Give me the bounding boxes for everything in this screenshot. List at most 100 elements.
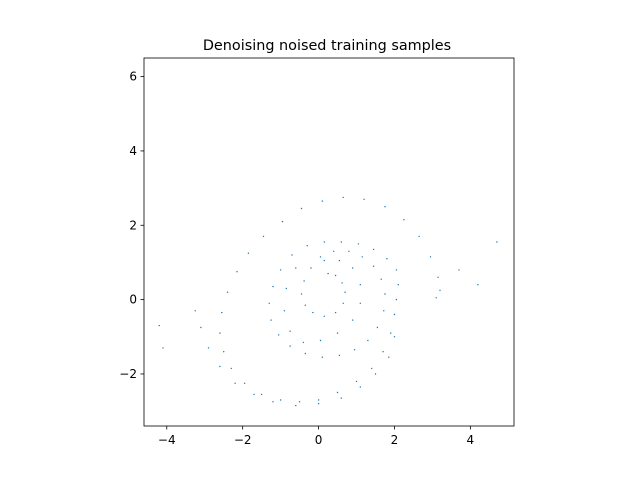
data-point [376, 326, 379, 329]
x-tick-label: 4 [467, 433, 475, 447]
data-point [279, 269, 282, 271]
data-point [352, 267, 354, 269]
data-point [285, 287, 287, 290]
data-point [304, 304, 306, 306]
data-point [359, 284, 361, 286]
outlier-point [162, 347, 164, 349]
data-point [272, 401, 274, 403]
data-point [306, 245, 308, 247]
data-point [281, 220, 284, 223]
x-tick-label: 2 [391, 433, 399, 447]
data-point [304, 352, 306, 355]
data-point [272, 285, 274, 288]
data-point [319, 339, 322, 342]
data-point [363, 198, 365, 200]
data-point [397, 284, 399, 286]
data-point [340, 241, 342, 243]
y-axis-ticks: −2 0 2 4 6 [119, 70, 144, 381]
data-point [295, 267, 297, 269]
data-point [383, 310, 385, 312]
data-point [395, 298, 398, 301]
data-point [372, 265, 375, 267]
x-tick-label: −4 [158, 433, 176, 447]
data-point [384, 293, 386, 295]
y-tick-label: 4 [129, 144, 137, 158]
data-point [230, 367, 232, 370]
points-layer [158, 196, 498, 407]
data-point [403, 219, 405, 221]
data-point [236, 271, 238, 273]
data-point [437, 276, 439, 278]
data-point [319, 256, 322, 258]
y-tick-label: 0 [129, 293, 137, 307]
data-point [226, 291, 229, 293]
chart-title: Denoising noised training samples [203, 38, 451, 54]
y-tick-label: 6 [129, 70, 137, 84]
data-point [340, 397, 342, 399]
data-point [352, 319, 354, 321]
data-point [253, 393, 255, 396]
data-point [283, 310, 286, 312]
data-point [429, 256, 432, 258]
data-point [342, 302, 344, 304]
data-point [321, 356, 324, 358]
data-point [247, 252, 250, 254]
data-point [336, 332, 339, 334]
data-point [371, 367, 373, 370]
data-point [384, 206, 386, 208]
data-point [323, 259, 325, 262]
data-point [380, 278, 382, 280]
data-point [367, 339, 369, 342]
data-point [207, 347, 210, 349]
data-point [268, 302, 270, 304]
data-point [341, 282, 343, 284]
data-point [291, 254, 293, 256]
data-point [393, 313, 396, 316]
data-point [359, 386, 361, 388]
data-point [317, 403, 320, 405]
data-point [312, 311, 314, 314]
data-point [390, 332, 392, 334]
data-point [221, 311, 223, 314]
data-point [334, 311, 337, 314]
data-point [336, 391, 339, 394]
data-point [298, 401, 301, 403]
data-point [327, 272, 329, 275]
plot-frame [143, 57, 515, 427]
x-tick-label: −2 [234, 433, 252, 447]
data-point [289, 330, 291, 332]
data-point [302, 341, 305, 344]
data-point [386, 258, 388, 260]
data-point [323, 241, 325, 243]
data-point [270, 319, 272, 321]
data-point [300, 293, 303, 295]
y-tick-label: 2 [129, 218, 137, 232]
data-point [234, 382, 236, 384]
data-point [300, 207, 303, 210]
data-point [435, 297, 437, 299]
data-point [219, 332, 221, 334]
data-point [200, 326, 202, 329]
data-point [439, 289, 441, 291]
data-point [393, 336, 396, 338]
data-point [279, 399, 282, 401]
data-point [338, 354, 341, 357]
data-point [334, 274, 337, 277]
outlier-point [158, 324, 160, 327]
data-point [321, 200, 324, 202]
data-point [338, 259, 341, 262]
data-point [289, 345, 291, 347]
data-point [317, 399, 320, 401]
data-point [310, 267, 312, 269]
data-point [333, 250, 335, 252]
data-point [323, 315, 325, 317]
data-point [194, 310, 196, 312]
data-point [278, 334, 280, 336]
data-point [219, 365, 221, 368]
data-point [361, 256, 363, 258]
data-point [353, 349, 356, 351]
outlier-point [458, 269, 460, 271]
